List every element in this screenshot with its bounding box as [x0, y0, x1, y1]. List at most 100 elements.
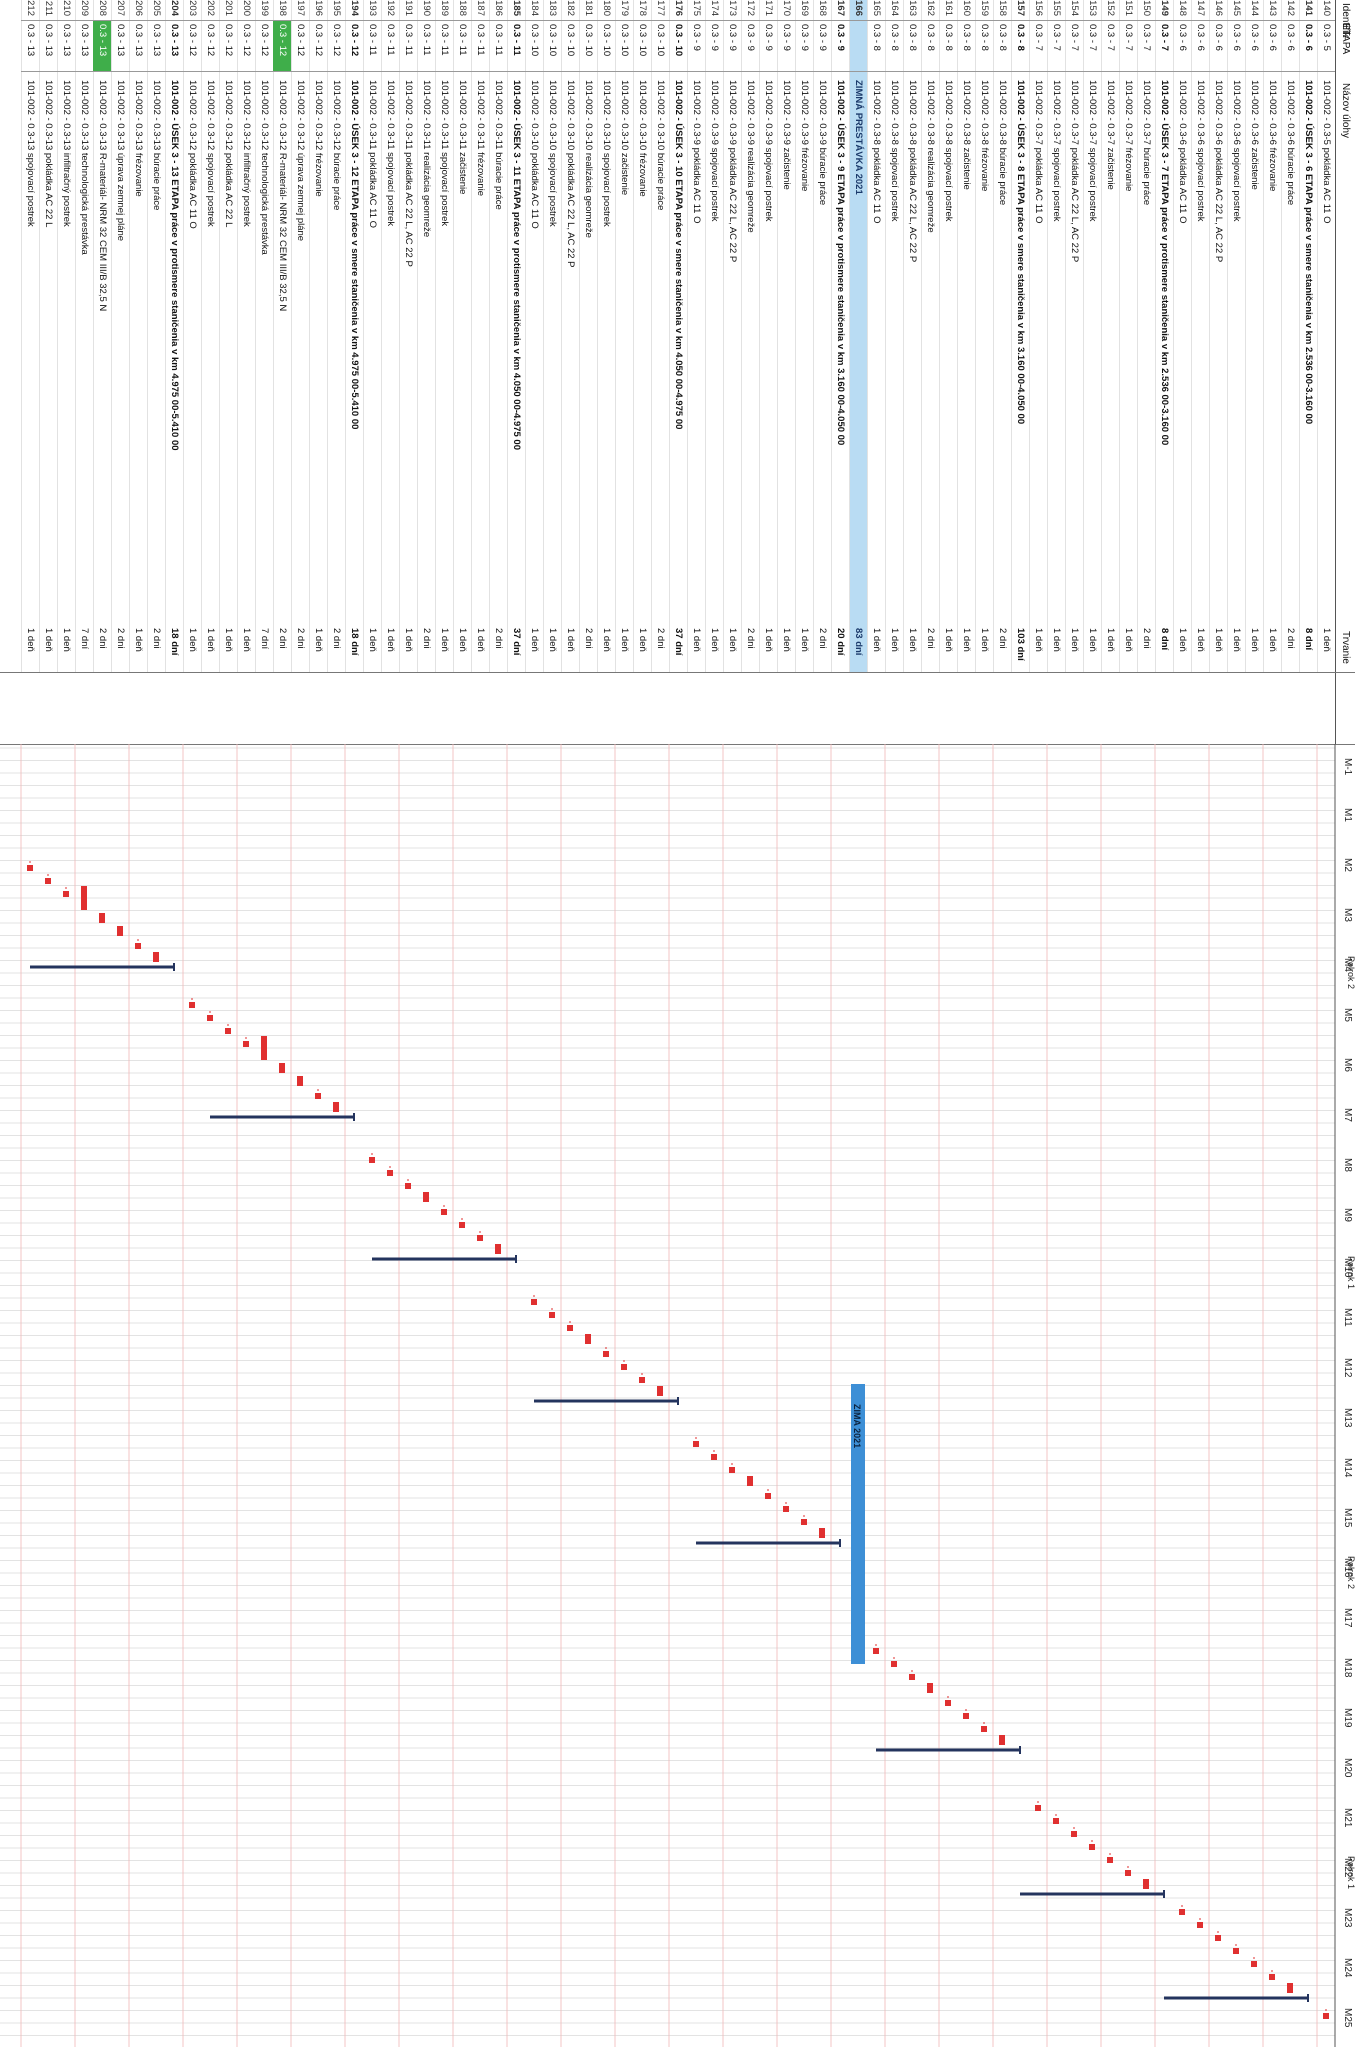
table-row: 209 0.3 - 13 101-002 - 0.3-13 technologick… [75, 0, 93, 672]
task-bar [27, 865, 33, 871]
row-etapa: 0.3 - 8 [1011, 20, 1029, 72]
row-duration: 1 deň [1051, 628, 1062, 652]
row-id: 206 [133, 0, 144, 16]
row-etapa: 0.3 - 12 [273, 20, 291, 72]
row-task-name: 101-002 - 0.3-11 frézovanie [475, 80, 486, 197]
row-task-name: 101-002 - 0.3-11 pokládka AC 11 O [367, 80, 378, 229]
row-task-name: 101-002 - 0.3-13 frézovanie [133, 80, 144, 197]
table-row: 181 0.3 - 10 101-002 - 0.3-10 realizácia g… [579, 0, 597, 672]
row-etapa: 0.3 - 12 [201, 20, 219, 72]
row-duration: 2 dni [97, 628, 108, 649]
row-id: 140 [1321, 0, 1332, 16]
row-duration: 1 deň [1177, 628, 1188, 652]
table-row: 156 0.3 - 7 101-002 - 0.3-7 pokládka AC 11… [1029, 0, 1047, 672]
row-etapa: 0.3 - 10 [525, 20, 543, 72]
row-task-name: 101-002 - ÚSEK 3 - 11 ETAPA práce v prot… [511, 80, 522, 450]
task-bar [1125, 1870, 1131, 1876]
task-bar [387, 1170, 393, 1176]
row-id: 203 [187, 0, 198, 16]
month-label: M13 [1342, 1408, 1353, 1428]
row-task-name: 101-002 - 0.3-7 spojovací postrek [1087, 80, 1098, 222]
row-task-name: 101-002 - 0.3-12 technologická prestávka [259, 80, 270, 255]
row-id: 176 [673, 0, 684, 16]
table-row: 200 0.3 - 12 101-002 - 0.3-12 infiltračný … [237, 0, 255, 672]
row-task-name: 101-002 - 0.3-12 frézovanie [313, 80, 324, 197]
row-task-name: 101-002 - 0.3-5 pokládka AC 11 O [1321, 80, 1332, 224]
row-id: 183 [547, 0, 558, 16]
row-duration: 1 deň [457, 628, 468, 652]
table-row: 196 0.3 - 12 101-002 - 0.3-12 frézovanie 1 … [309, 0, 327, 672]
row-etapa: 0.3 - 10 [597, 20, 615, 72]
row-id: 185 [511, 0, 522, 16]
row-task-name: 101-002 - 0.3-6 pokládka AC 22 L, AC 22 … [1213, 80, 1224, 263]
row-etapa: 0.3 - 12 [309, 20, 327, 72]
row-duration: 1 deň [385, 628, 396, 652]
table-row: 191 0.3 - 11 101-002 - 0.3-11 pokládka AC … [399, 0, 417, 672]
row-id: 181 [583, 0, 594, 16]
row-id: 208 [97, 0, 108, 16]
row-id: 151 [1123, 0, 1134, 16]
row-etapa: 0.3 - 12 [291, 20, 309, 72]
table-row: 173 0.3 - 9 101-002 - 0.3-9 pokládka AC 22… [723, 0, 741, 672]
row-duration: 1 deň [979, 628, 990, 652]
row-etapa: 0.3 - 11 [363, 20, 381, 72]
row-etapa: 0.3 - 11 [471, 20, 489, 72]
table-row: 169 0.3 - 9 101-002 - 0.3-9 frézovanie 1 de… [795, 0, 813, 672]
task-bar [765, 1493, 771, 1499]
row-etapa: 0.3 - 9 [795, 20, 813, 72]
row-id: 195 [331, 0, 342, 16]
row-duration: 83 dní [853, 628, 864, 656]
row-duration: 1 deň [1123, 628, 1134, 652]
table-row: 185 0.3 - 11 101-002 - ÚSEK 3 - 11 ETAPA p… [507, 0, 525, 672]
row-etapa: 0.3 - 11 [489, 20, 507, 72]
month-label: M23 [1342, 1908, 1353, 1928]
table-row: 183 0.3 - 10 101-002 - 0.3-10 spojovací po… [543, 0, 561, 672]
row-id: 143 [1267, 0, 1278, 16]
table-row: 187 0.3 - 11 101-002 - 0.3-11 frézovanie 1 … [471, 0, 489, 672]
row-task-name: 101-002 - 0.3-10 frézovanie [637, 80, 648, 197]
header-duration: Trvanie [1335, 628, 1355, 744]
row-id: 158 [997, 0, 1008, 16]
row-etapa: 0.3 - 9 [741, 20, 759, 72]
row-duration: 1 deň [619, 628, 630, 652]
table-row: 202 0.3 - 12 101-002 - 0.3-12 spojovací po… [201, 0, 219, 672]
row-etapa: 0.3 - 13 [93, 20, 111, 72]
row-etapa: 0.3 - 11 [435, 20, 453, 72]
row-duration: 1 deň [565, 628, 576, 652]
row-task-name: 101-002 - ÚSEK 3 - 7 ETAPA práce v proti… [1159, 80, 1170, 446]
task-bar [405, 1183, 411, 1189]
table-row: 192 0.3 - 11 101-002 - 0.3-11 spojovací po… [381, 0, 399, 672]
table-row: 188 0.3 - 11 101-002 - 0.3-11 začistenie 1 … [453, 0, 471, 672]
row-duration: 2 dni [421, 628, 432, 649]
row-id: 170 [781, 0, 792, 16]
row-duration: 2 dni [583, 628, 594, 649]
row-duration: 1 deň [367, 628, 378, 652]
row-id: 162 [925, 0, 936, 16]
table-row: 143 0.3 - 6 101-002 - 0.3-6 frézovanie 1 de… [1263, 0, 1281, 672]
row-duration: 1 deň [25, 628, 36, 652]
gantt-canvas: ZIMA 2021 [0, 744, 1336, 2047]
row-etapa: 0.3 - 6 [1245, 20, 1263, 72]
row-task-name: 101-002 - ÚSEK 3 - 13 ETAPA práce v prot… [169, 80, 180, 451]
row-duration: 20 dní [835, 628, 846, 656]
header-name: Názov úlohy [1335, 80, 1355, 628]
row-task-name: 101-002 - 0.3-6 búracie práce [1285, 80, 1296, 206]
row-duration: 8 dní [1303, 628, 1314, 651]
row-id: 171 [763, 0, 774, 16]
task-bar [891, 1661, 897, 1667]
task-bar [63, 891, 69, 897]
table-row: 195 0.3 - 12 101-002 - 0.3-12 búracie prác… [327, 0, 345, 672]
row-duration: 1 deň [133, 628, 144, 652]
row-task-name: 101-002 - ÚSEK 3 - 12 ETAPA práce v smer… [349, 80, 360, 430]
row-task-name: 101-002 - 0.3-9 spojovací postrek [763, 80, 774, 222]
row-duration: 1 deň [529, 628, 540, 652]
task-bar [1035, 1805, 1041, 1811]
task-bar [189, 1002, 195, 1008]
table-row: 201 0.3 - 12 101-002 - 0.3-12 pokládka AC … [219, 0, 237, 672]
row-duration: 1 deň [1231, 628, 1242, 652]
month-label: M12 [1342, 1358, 1353, 1378]
task-bar [1089, 1844, 1095, 1850]
row-task-name: 101-002 - 0.3-10 začistenie [619, 80, 630, 196]
row-duration: 1 deň [709, 628, 720, 652]
row-id: 198 [277, 0, 288, 16]
